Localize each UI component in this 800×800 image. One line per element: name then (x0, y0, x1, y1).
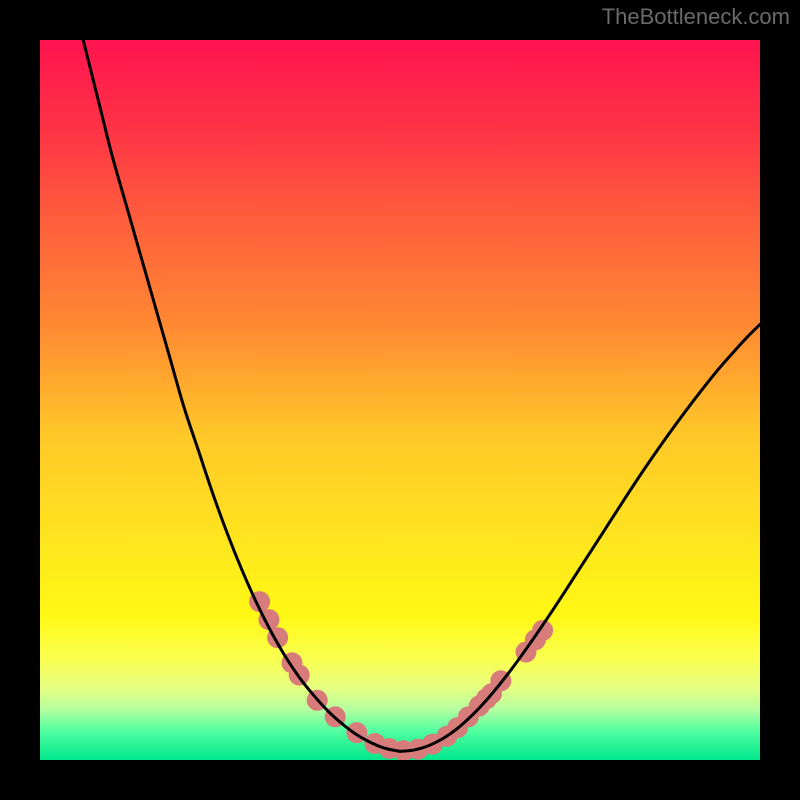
watermark-text: TheBottleneck.com (602, 4, 790, 30)
curve-left (83, 40, 400, 751)
curve-right (400, 324, 760, 751)
plot-area (40, 40, 760, 760)
curve-layer (40, 40, 760, 760)
outer-frame: TheBottleneck.com (0, 0, 800, 800)
